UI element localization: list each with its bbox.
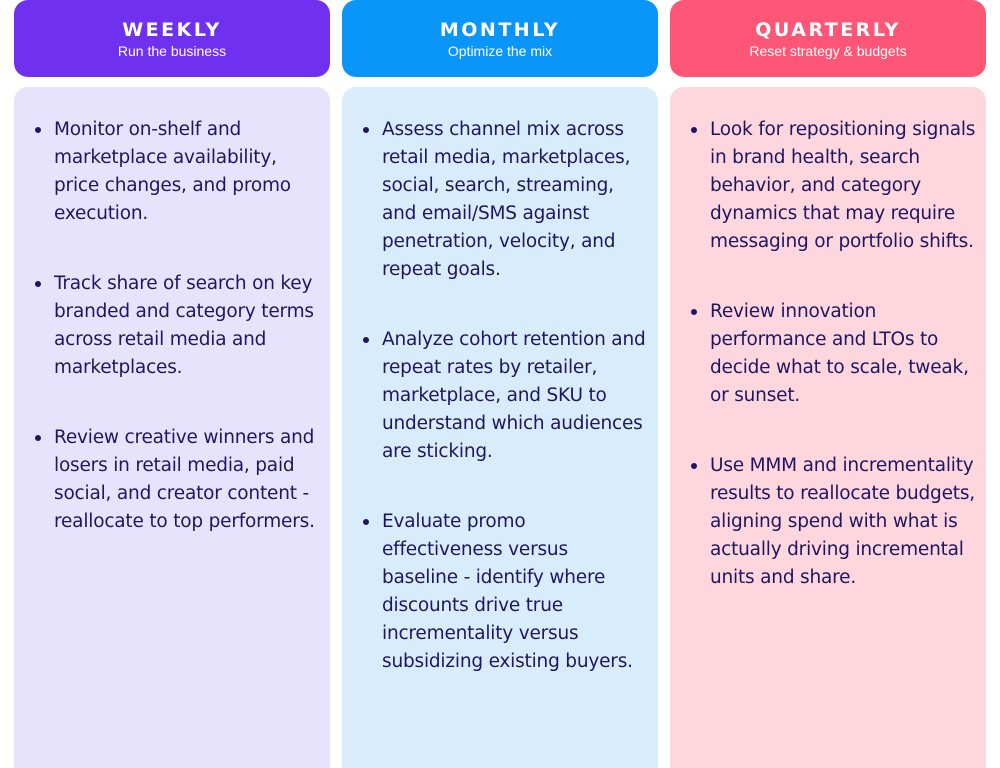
quarterly-item-1: Look for repositioning signals in brand … [691,116,976,256]
bullet-icon [691,463,697,469]
quarterly-item-2-text: Review innovation performance and LTOs t… [710,301,969,406]
weekly-subtitle: Run the business [117,43,227,59]
bullet-icon [691,309,697,315]
weekly-item-1-text: Monitor on-shelf and marketplace availab… [54,119,291,224]
monthly-card: Assess channel mix across retail media, … [342,87,658,768]
weekly-title: WEEKLY [122,19,222,41]
quarterly-header: QUARTERLY Reset strategy & budgets [670,0,986,77]
bullet-icon [35,435,41,441]
quarterly-item-3-text: Use MMM and incrementality results to re… [710,455,975,588]
weekly-item-3: Review creative winners and losers in re… [35,424,320,536]
monthly-title: MONTHLY [439,19,561,41]
column-weekly: WEEKLY Run the business Monitor on-shelf… [14,0,330,768]
bullet-icon [35,281,41,287]
monthly-item-2-text: Analyze cohort retention and repeat rate… [382,329,646,462]
column-monthly: MONTHLY Optimize the mix Assess channel … [342,0,658,768]
monthly-subtitle: Optimize the mix [447,43,553,59]
bullet-icon [363,127,369,133]
bullet-icon [363,519,369,525]
quarterly-item-2: Review innovation performance and LTOs t… [691,298,976,410]
weekly-item-2-text: Track share of search on key branded and… [54,273,314,378]
bullet-icon [691,127,697,133]
bullet-icon [363,337,369,343]
quarterly-item-3: Use MMM and incrementality results to re… [691,452,976,592]
weekly-item-3-text: Review creative winners and losers in re… [54,427,315,532]
quarterly-item-1-text: Look for repositioning signals in brand … [710,119,976,252]
weekly-card: Monitor on-shelf and marketplace availab… [14,87,330,768]
quarterly-list: Look for repositioning signals in brand … [691,116,976,592]
monthly-list: Assess channel mix across retail media, … [363,116,648,676]
monthly-item-1-text: Assess channel mix across retail media, … [382,119,631,280]
quarterly-title: QUARTERLY [755,19,901,41]
weekly-list: Monitor on-shelf and marketplace availab… [35,116,320,536]
bullet-icon [35,127,41,133]
weekly-item-2: Track share of search on key branded and… [35,270,320,382]
monthly-item-1: Assess channel mix across retail media, … [363,116,648,284]
weekly-header: WEEKLY Run the business [14,0,330,77]
quarterly-subtitle: Reset strategy & budgets [749,43,907,59]
monthly-header: MONTHLY Optimize the mix [342,0,658,77]
weekly-item-1: Monitor on-shelf and marketplace availab… [35,116,320,228]
quarterly-card: Look for repositioning signals in brand … [670,87,986,768]
monthly-item-3-text: Evaluate promo effectiveness versus base… [382,511,633,672]
monthly-item-2: Analyze cohort retention and repeat rate… [363,326,648,466]
column-quarterly: QUARTERLY Reset strategy & budgets Look … [670,0,986,768]
monthly-item-3: Evaluate promo effectiveness versus base… [363,508,648,676]
